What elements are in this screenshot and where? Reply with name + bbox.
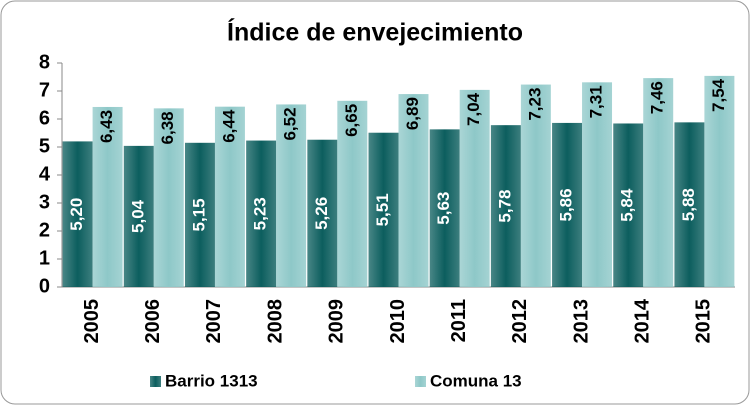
x-tick-label: 2006 — [142, 299, 164, 344]
data-label: 5,51 — [373, 193, 392, 226]
data-label: 7,46 — [648, 81, 667, 114]
data-label: 5,84 — [618, 188, 637, 222]
data-label: 5,15 — [189, 198, 208, 231]
x-tick-label: 2005 — [81, 299, 103, 344]
bar — [613, 123, 644, 287]
bar — [153, 108, 184, 287]
y-tick-label: 8 — [39, 51, 50, 73]
data-label: 5,04 — [128, 199, 147, 233]
legend-marker — [150, 376, 161, 387]
x-tick-label: 2013 — [570, 299, 592, 344]
data-label: 6,65 — [342, 104, 361, 137]
x-tick-label: 2010 — [387, 299, 409, 344]
x-tick-label: 2008 — [264, 299, 286, 344]
bar — [368, 132, 399, 287]
y-tick-label: 1 — [39, 247, 50, 269]
data-label: 7,04 — [464, 92, 483, 126]
y-tick-label: 6 — [39, 107, 50, 129]
y-tick-label: 5 — [39, 135, 50, 157]
data-label: 7,31 — [587, 85, 606, 118]
data-label: 6,38 — [158, 111, 177, 144]
bar — [307, 139, 338, 287]
y-tick-label: 7 — [39, 79, 50, 101]
legend-label: Barrio 1313 — [165, 371, 258, 390]
data-label: 5,88 — [679, 188, 698, 221]
data-label: 6,44 — [219, 109, 238, 143]
x-tick-label: 2009 — [326, 299, 348, 344]
bar — [398, 94, 429, 287]
legend-marker — [415, 376, 426, 387]
bar — [490, 125, 521, 287]
data-label: 7,54 — [709, 78, 728, 112]
legend-label: Comuna 13 — [430, 371, 522, 390]
chart-title: Índice de envejecimiento — [227, 18, 523, 47]
data-label: 7,23 — [525, 88, 544, 121]
data-label: 6,52 — [281, 107, 300, 140]
bar — [552, 122, 583, 287]
bar — [704, 75, 735, 287]
bar — [246, 140, 277, 287]
bar — [62, 141, 93, 287]
y-tick-label: 0 — [39, 275, 50, 297]
data-label: 5,86 — [557, 188, 576, 221]
data-label: 6,43 — [97, 110, 116, 143]
bar — [520, 84, 551, 287]
bar — [337, 100, 368, 287]
y-tick-label: 2 — [39, 219, 50, 241]
bar — [643, 78, 674, 288]
bar — [214, 106, 245, 288]
y-tick-label: 4 — [39, 163, 51, 185]
x-tick-label: 2014 — [632, 298, 654, 343]
bar — [582, 82, 613, 287]
data-label: 5,63 — [434, 192, 453, 225]
bar — [276, 104, 307, 287]
bar — [459, 89, 490, 287]
data-label: 5,20 — [67, 198, 86, 231]
bar — [184, 142, 215, 287]
bar — [123, 145, 154, 287]
data-label: 5,26 — [312, 197, 331, 230]
data-label: 5,23 — [251, 197, 270, 230]
data-label: 6,89 — [403, 97, 422, 130]
x-tick-label: 2007 — [203, 299, 225, 344]
bar — [92, 106, 123, 288]
bar — [429, 129, 460, 287]
x-tick-label: 2012 — [509, 299, 531, 344]
bar — [674, 122, 705, 287]
y-tick-label: 3 — [39, 191, 50, 213]
x-tick-label: 2015 — [693, 299, 715, 344]
x-tick-label: 2011 — [448, 299, 470, 342]
data-label: 5,78 — [495, 190, 514, 223]
